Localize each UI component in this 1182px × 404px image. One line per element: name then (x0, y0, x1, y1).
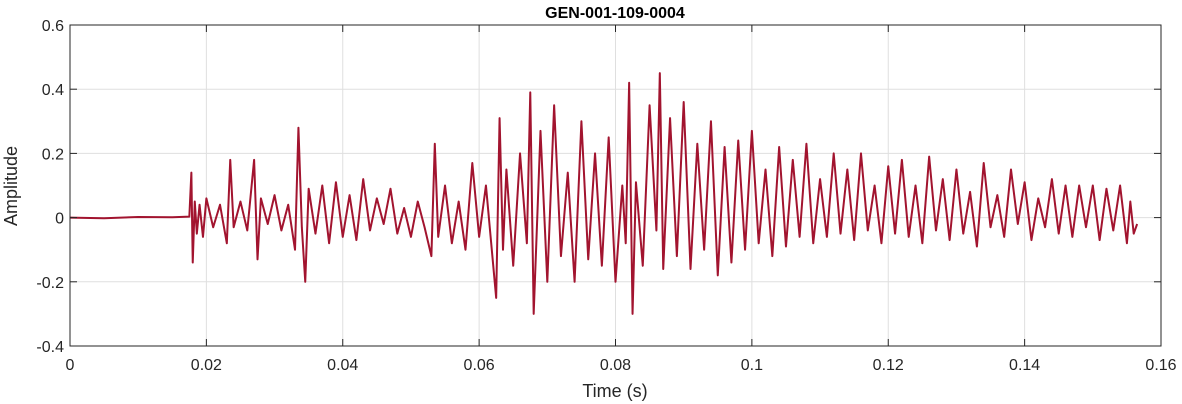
x-tick-label: 0.14 (1009, 357, 1040, 374)
axes (69, 24, 1162, 347)
y-tick-label: 0.6 (42, 18, 64, 35)
x-tick-label: 0.08 (600, 357, 631, 374)
x-axis-label: Time (s) (582, 381, 647, 401)
y-axis-label: Amplitude (1, 146, 21, 226)
y-tick-label: 0.2 (42, 146, 64, 163)
x-tick-label: 0.1 (741, 357, 763, 374)
y-tick-label: -0.4 (36, 339, 64, 356)
amplitude-series-line (69, 72, 1139, 315)
x-tick-label: 0 (66, 357, 75, 374)
y-tick-label: 0 (55, 211, 64, 228)
y-tick-label: 0.4 (42, 82, 64, 99)
series-layer (69, 72, 1139, 315)
tick-labels: 0 0.02 0.04 0.06 0.08 0.1 0.12 0.14 0.16 -0.4 -0.2… (36, 18, 1176, 374)
x-tick-label: 0.16 (1145, 357, 1176, 374)
y-tick-label: -0.2 (36, 275, 64, 292)
x-tick-label: 0.06 (464, 357, 495, 374)
x-tick-label: 0.02 (191, 357, 222, 374)
x-tick-label: 0.12 (873, 357, 904, 374)
grid (70, 25, 1161, 346)
x-tick-label: 0.04 (327, 357, 358, 374)
chart-title: GEN-001-109-0004 (545, 5, 685, 22)
